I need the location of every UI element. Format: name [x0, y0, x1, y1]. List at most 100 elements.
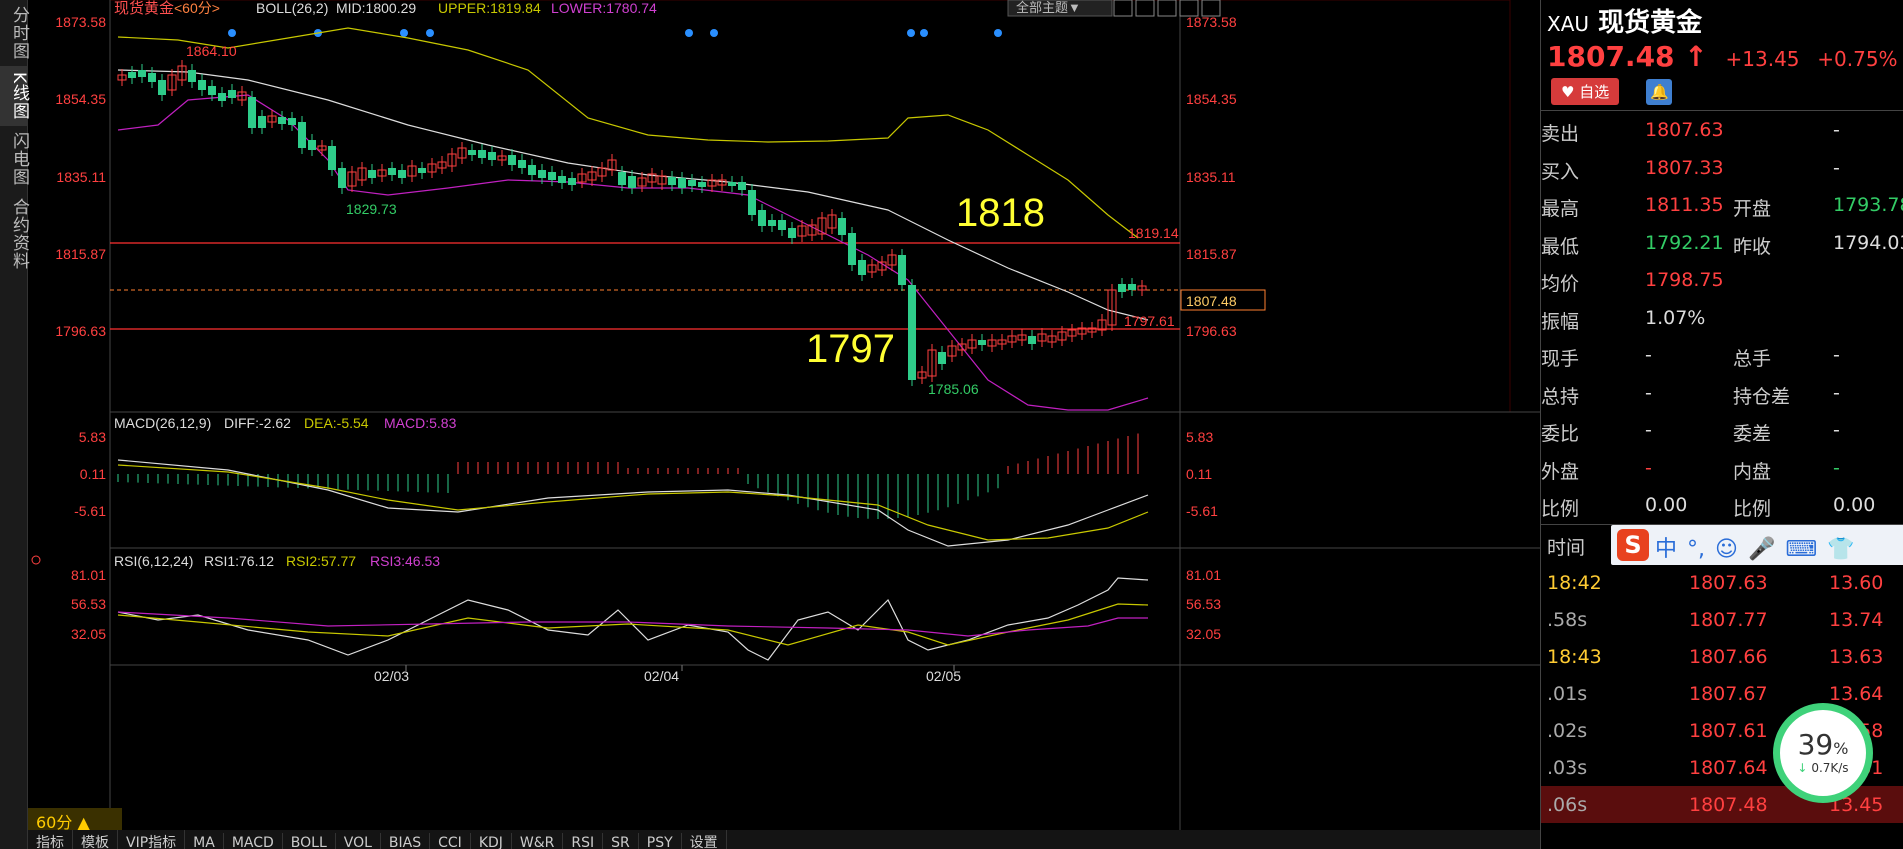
candle-body — [778, 220, 786, 230]
price-change: +13.45 — [1725, 47, 1800, 71]
candle-body — [1118, 284, 1126, 292]
candle-body — [637, 177, 647, 187]
rsi1-line — [117, 577, 1149, 661]
candle-body — [867, 264, 877, 273]
favorite-button[interactable]: ♥ 自选 — [1551, 78, 1620, 105]
ime-item-1[interactable]: °, — [1687, 536, 1706, 562]
candle-body — [717, 179, 727, 186]
y-label-left: 1815.87 — [55, 246, 106, 262]
candle-body — [898, 255, 906, 285]
quote-row: 总持 - 持仓差 - — [1541, 374, 1903, 412]
candle-body — [668, 177, 676, 185]
ime-item-0[interactable]: 中 — [1655, 536, 1678, 562]
speed-percent: 39 — [1797, 728, 1834, 761]
quote-value-2: 1794.03 — [1833, 231, 1903, 254]
rsi-value-1: RSI1:76.12 — [204, 553, 274, 569]
ime-item-4[interactable]: ⌨ — [1785, 536, 1818, 562]
candle-body — [148, 73, 156, 82]
ime-toolbar[interactable]: S 中 °, ☺ 🎤 ⌨ 👕 — [1611, 524, 1903, 565]
ime-item-2[interactable]: ☺ — [1715, 536, 1738, 562]
kline-chart-svg[interactable]: 现货黄金 <60分> BOLL(26,2) MID:1800.29 UPPER:1819… — [28, 0, 1540, 849]
candle-body — [877, 261, 887, 271]
trade-change: 13.60 — [1829, 571, 1884, 594]
candle-body — [338, 168, 346, 188]
network-speed-widget[interactable]: 39% ↓ 0.7K/s — [1773, 703, 1873, 803]
candle-body — [1087, 327, 1097, 333]
indicator-tab-5[interactable]: BOLL — [283, 833, 336, 849]
chart-tool-icon — [1201, 0, 1221, 17]
ime-item-5[interactable]: 👕 — [1827, 536, 1855, 562]
indicator-tab-12[interactable]: SR — [603, 833, 639, 849]
signal-dot — [400, 29, 408, 37]
candle-body — [568, 178, 576, 185]
candle-body — [688, 180, 696, 186]
quote-value-2: - — [1833, 456, 1840, 479]
y-label-left: 1835.11 — [56, 169, 106, 185]
left-tab-1[interactable]: K线图 — [0, 66, 29, 127]
indicator-tab-3[interactable]: MA — [185, 833, 224, 849]
indicator-tab-10[interactable]: W&R — [512, 833, 564, 849]
marker-ref-low: 1797.61 — [1124, 313, 1175, 329]
candle-body — [158, 80, 166, 95]
quote-value-2: - — [1833, 344, 1840, 366]
trade-time: 18:43 — [1547, 645, 1602, 668]
signal-dot — [426, 29, 434, 37]
indicator-tab-6[interactable]: VOL — [336, 833, 381, 849]
bell-icon[interactable]: 🔔 — [1646, 79, 1673, 105]
candle-body — [908, 285, 916, 380]
quote-label: 总持 — [1541, 385, 1580, 408]
quote-value-2: 0.00 — [1833, 494, 1876, 516]
candle-body — [1137, 285, 1147, 291]
quote-row: 均价 1798.75 — [1541, 261, 1903, 299]
candle-body — [288, 118, 296, 125]
candle-body — [208, 86, 216, 95]
speed-rate: 0.7K/s — [1811, 761, 1849, 775]
candle-body — [258, 116, 266, 128]
indicator-tab-13[interactable]: PSY — [639, 833, 682, 849]
indicator-tab-2[interactable]: VIP指标 — [118, 830, 186, 849]
sogou-logo-icon[interactable]: S — [1617, 528, 1649, 561]
indicator-tab-9[interactable]: KDJ — [471, 833, 512, 849]
macd-y-right: 0.11 — [1186, 466, 1212, 482]
candle-body — [278, 117, 286, 124]
candle-body — [978, 340, 986, 345]
rsi3-line — [117, 611, 1148, 637]
signal-dot — [228, 29, 236, 37]
period-badge[interactable]: 60分 ▲ — [28, 808, 122, 832]
favorite-label: 自选 — [1579, 83, 1610, 101]
quote-value-2: - — [1833, 119, 1840, 141]
left-tab-3[interactable]: 合约资料 — [9, 198, 29, 271]
quote-label-2: 委差 — [1733, 423, 1772, 445]
indicator-tab-7[interactable]: BIAS — [381, 833, 431, 849]
candle-body — [298, 122, 306, 148]
candle-body — [508, 155, 516, 165]
candle-body — [587, 171, 597, 181]
quote-label: 卖出 — [1541, 123, 1580, 145]
indicator-tab-14[interactable]: 设置 — [682, 830, 727, 849]
candle-body — [618, 172, 626, 185]
rsi-y-left: 81.01 — [71, 567, 106, 583]
rsi-y-right: 56.53 — [1186, 596, 1221, 612]
candle-body — [657, 175, 667, 185]
indicator-tab-0[interactable]: 指标 — [28, 830, 73, 849]
trade-row: .01s 1807.67 13.64 — [1541, 675, 1903, 712]
left-tab-0[interactable]: 分时图 — [9, 6, 29, 60]
indicator-tab-1[interactable]: 模板 — [73, 830, 118, 849]
indicator-tab-4[interactable]: MACD — [224, 833, 283, 849]
candle-body — [447, 153, 457, 167]
left-tab-2[interactable]: 闪电图 — [9, 132, 29, 187]
signal-dot — [907, 29, 915, 37]
candle-body — [478, 150, 486, 158]
candle-body — [117, 74, 127, 81]
trade-price: 1807.61 — [1689, 719, 1768, 742]
ime-item-3[interactable]: 🎤 — [1747, 536, 1776, 562]
rsi-y-right: 81.01 — [1186, 567, 1221, 583]
chart-area[interactable]: 现货黄金 <60分> BOLL(26,2) MID:1800.29 UPPER:1819… — [28, 0, 1540, 849]
candle-body — [1017, 334, 1027, 341]
quote-label-2: 开盘 — [1733, 198, 1772, 220]
macd-y-left: 5.83 — [79, 429, 106, 445]
candle-body — [1107, 289, 1117, 326]
candle-body — [468, 150, 476, 155]
indicator-tab-8[interactable]: CCI — [430, 833, 471, 849]
indicator-tab-11[interactable]: RSI — [563, 833, 604, 849]
